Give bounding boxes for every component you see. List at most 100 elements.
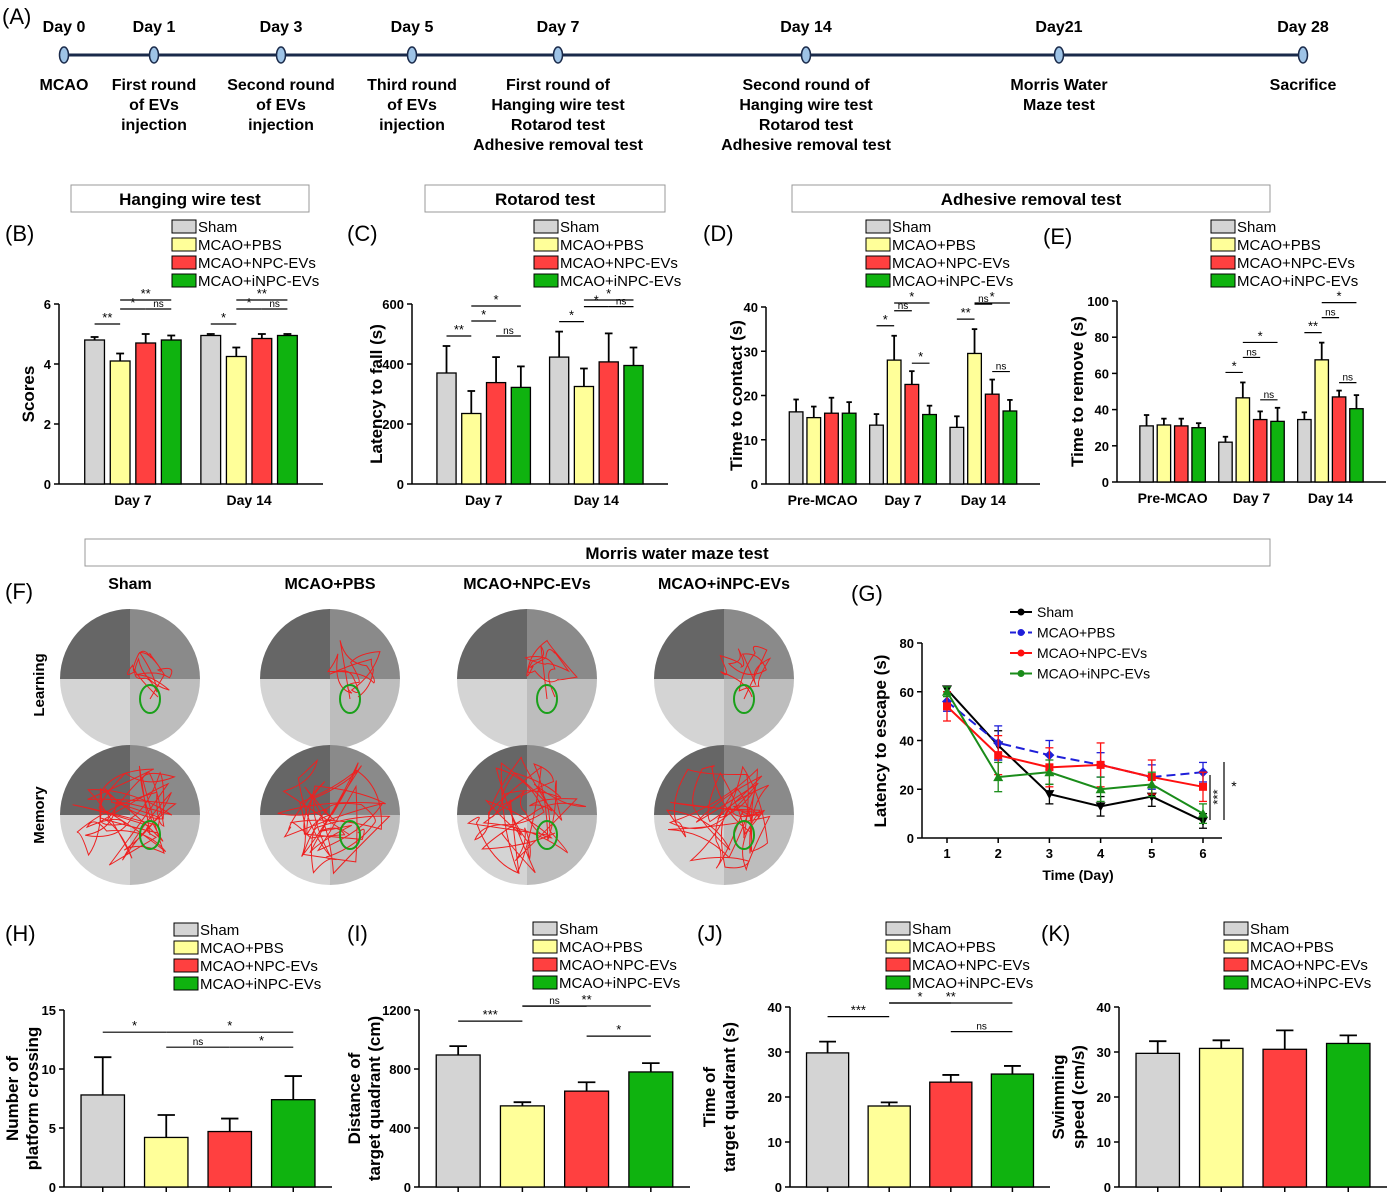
sig-label: ** bbox=[257, 286, 267, 301]
y-tick-label: 40 bbox=[768, 1000, 782, 1015]
x-tick-label: Day 7 bbox=[465, 492, 503, 508]
maze-column-title: MCAO+NPC-EVs bbox=[463, 576, 591, 593]
sig-label: ns bbox=[1342, 373, 1353, 384]
y-tick-label: 10 bbox=[42, 1062, 56, 1077]
y-axis-label: Latency to escape (s) bbox=[871, 655, 890, 828]
x-tick-label: Day 7 bbox=[1233, 490, 1271, 506]
legend-swatch bbox=[885, 957, 911, 972]
legend-label: MCAO+iNPC-EVs bbox=[198, 273, 319, 290]
panel-label: (F) bbox=[5, 579, 33, 604]
timeline-event-line: Hanging wire test bbox=[739, 97, 873, 114]
bar bbox=[1002, 410, 1018, 485]
y-tick-label: 600 bbox=[382, 297, 404, 312]
bar bbox=[1349, 408, 1364, 483]
series-line bbox=[946, 691, 1204, 815]
timeline-day-label: Day 0 bbox=[43, 19, 86, 36]
y-tick-label: 1200 bbox=[382, 1003, 411, 1018]
timeline-event-line: Morris Water bbox=[1010, 77, 1107, 94]
sig-label: * bbox=[990, 289, 995, 304]
x-tick-label: Day 14 bbox=[227, 492, 272, 508]
sig-label: ns bbox=[153, 299, 164, 310]
x-tick-label: 5 bbox=[1148, 846, 1155, 861]
y-tick-label: 20 bbox=[744, 389, 758, 404]
legend-swatch bbox=[173, 940, 199, 955]
timeline-event-line: First round of bbox=[506, 77, 611, 94]
sig-label: ns bbox=[193, 1037, 204, 1048]
sig-label: * bbox=[221, 310, 226, 325]
maze-quadrant bbox=[724, 745, 794, 815]
sig-label: *** bbox=[1210, 789, 1225, 804]
bar bbox=[270, 1099, 316, 1188]
y-tick-label: 0 bbox=[44, 477, 51, 492]
legend-swatch bbox=[533, 219, 559, 234]
panel-label: (E) bbox=[1043, 224, 1072, 249]
sig-label: ** bbox=[961, 305, 971, 320]
sig-label: ** bbox=[946, 989, 956, 1004]
sig-label: ** bbox=[1308, 319, 1318, 334]
swim-track bbox=[72, 765, 177, 866]
bar bbox=[1331, 396, 1347, 483]
section-adhesive: Adhesive removal test bbox=[791, 184, 1271, 213]
maze-pool bbox=[654, 609, 794, 749]
legend-label: MCAO+NPC-EVs bbox=[198, 255, 316, 272]
y-tick-label: 4 bbox=[44, 357, 52, 372]
sig-label: ns bbox=[503, 326, 514, 337]
legend-label: MCAO+NPC-EVs bbox=[912, 957, 1030, 974]
legend-label: MCAO+iNPC-EVs bbox=[559, 975, 680, 992]
timeline-marker bbox=[800, 46, 812, 64]
legend-label: MCAO+iNPC-EVs bbox=[1237, 273, 1358, 290]
bar bbox=[868, 424, 884, 485]
legend-swatch bbox=[533, 273, 559, 288]
maze-pool bbox=[654, 745, 794, 885]
y-axis-label: Latency to fall (s) bbox=[367, 324, 386, 464]
sig-label: * bbox=[909, 289, 914, 304]
legend-label: MCAO+PBS bbox=[1037, 625, 1115, 641]
bar bbox=[886, 359, 902, 485]
section-title-box bbox=[424, 184, 666, 213]
timeline-event-line: Adhesive removal test bbox=[473, 137, 644, 154]
timeline-day-label: Day 7 bbox=[537, 19, 580, 36]
platform-ring bbox=[536, 684, 558, 714]
y-tick-label: 10 bbox=[1097, 1135, 1111, 1150]
timeline-event-line: MCAO bbox=[40, 77, 89, 94]
sig-label: ns bbox=[976, 1022, 987, 1033]
section-title: Hanging wire test bbox=[119, 190, 261, 209]
sig-label: ns bbox=[1264, 390, 1275, 401]
platform-ring bbox=[139, 820, 161, 850]
bar bbox=[598, 361, 619, 485]
data-point bbox=[943, 702, 951, 711]
y-axis-label: Time of bbox=[700, 1067, 719, 1127]
y-tick-label: 0 bbox=[907, 831, 914, 846]
panel-label: (K) bbox=[1041, 921, 1070, 946]
y-tick-label: 400 bbox=[382, 357, 404, 372]
y-axis-label: Time to contact (s) bbox=[727, 320, 746, 471]
legend-label: MCAO+PBS bbox=[200, 940, 284, 957]
swim-track bbox=[277, 758, 391, 875]
y-axis-label: target quadrant (cm) bbox=[365, 1016, 384, 1181]
series-line bbox=[946, 700, 1204, 779]
y-tick-label: 0 bbox=[775, 1180, 782, 1195]
y-axis-label: speed (cm/s) bbox=[1069, 1045, 1088, 1149]
sig-label: ** bbox=[582, 992, 592, 1007]
y-axis-label: Scores bbox=[19, 366, 38, 423]
maze-quadrant bbox=[527, 679, 597, 749]
platform-ring bbox=[733, 684, 755, 714]
timeline: (A) Day 0 MCAO Day 1 First round of EVs injec… bbox=[2, 4, 1336, 154]
legend-swatch bbox=[1223, 921, 1249, 936]
y-tick-label: 80 bbox=[900, 636, 914, 651]
legend-marker bbox=[1017, 649, 1025, 657]
timeline-marker bbox=[406, 46, 418, 64]
swim-track bbox=[719, 645, 772, 700]
maze-quadrant bbox=[330, 679, 400, 749]
maze-pool bbox=[260, 609, 400, 749]
bar bbox=[990, 1073, 1035, 1188]
sig-label: * bbox=[918, 349, 923, 364]
timeline-event-line: injection bbox=[379, 117, 445, 134]
y-tick-label: 400 bbox=[389, 1121, 411, 1136]
legend-swatch bbox=[173, 958, 199, 973]
section-morris: Morris water maze test bbox=[84, 538, 1271, 567]
sig-label: ns bbox=[549, 996, 560, 1007]
x-tick-label: 3 bbox=[1046, 846, 1053, 861]
legend-label: Sham bbox=[1250, 921, 1289, 938]
bar bbox=[1156, 424, 1172, 483]
